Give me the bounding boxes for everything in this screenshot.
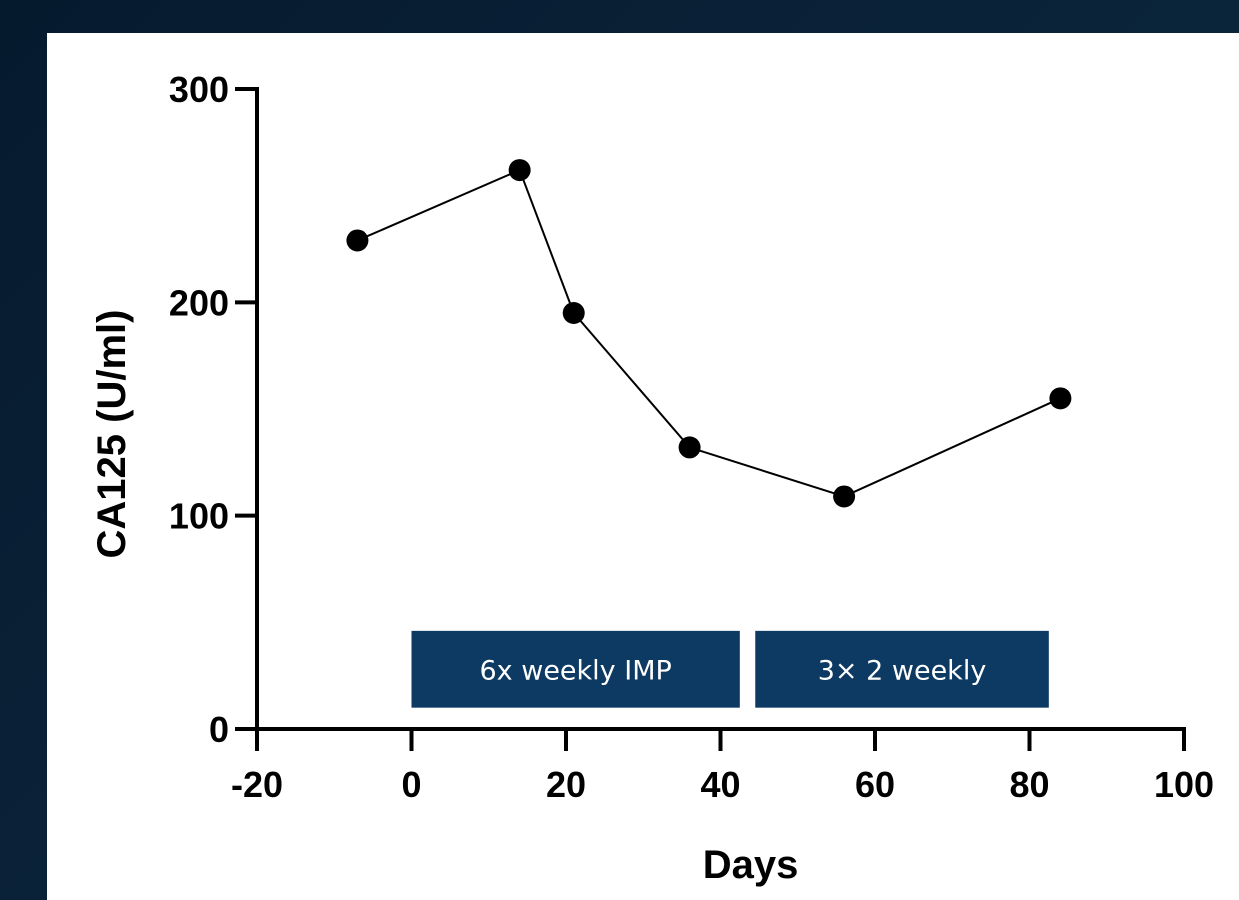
x-tick-label-3: 40 [700,764,740,805]
y-axis-title: CA125 (U/ml) [90,310,134,559]
y-tick-label-1: 100 [169,496,229,537]
chart-panel: 6x weekly IMP 3× 2 weekly -20 0 20 40 60 80 100… [47,33,1239,900]
y-tick-label-3: 300 [169,69,229,110]
period-label-1: 3× 2 weekly [818,655,987,686]
x-tick-label-0: -20 [231,764,283,805]
x-tick-label-4: 60 [855,764,895,805]
data-point-0-3 [678,436,701,459]
x-tick-label-1: 0 [401,764,421,805]
period-label-0: 6x weekly IMP [480,655,672,686]
x-tick-label-6: 100 [1154,764,1214,805]
x-ticks: -20 0 20 40 60 80 100 [231,729,1214,805]
y-tick-label-2: 200 [169,282,229,323]
data-point-0-4 [833,485,856,508]
x-axis-title: Days [703,843,799,887]
data-point-0-0 [346,229,369,252]
period-box-0 [411,630,740,708]
data-point-0-5 [1049,387,1072,410]
data-point-0-1 [508,159,531,182]
data-point-0-2 [562,302,585,324]
line-chart: 6x weekly IMP 3× 2 weekly -20 0 20 40 60 80 100… [90,69,1214,887]
treatment-periods: 6x weekly IMP 3× 2 weekly [411,630,1049,708]
x-tick-label-2: 20 [546,764,586,805]
y-tick-label-0: 0 [209,709,229,750]
y-ticks: 0 100 200 300 [169,69,257,750]
x-tick-label-5: 80 [1009,764,1049,805]
series-line-0 [357,168,1061,498]
period-box-1 [755,630,1049,708]
series [346,159,1072,508]
